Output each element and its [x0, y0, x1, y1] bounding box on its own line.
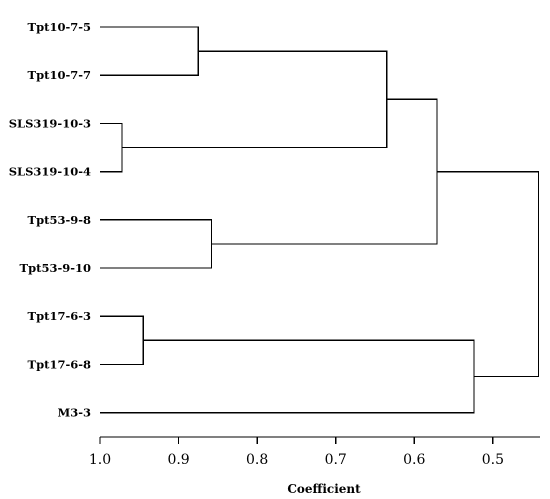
dendrogram-branch [100, 26, 199, 76]
x-tick-label: 1.0 [89, 452, 111, 468]
x-tick-label: 0.8 [246, 452, 268, 468]
x-axis: 1.0 0.9 0.8 0.7 0.6 0.5 [89, 436, 540, 468]
leaf-label: Tpt17-6-8 [28, 357, 91, 371]
leaf-label: Tpt10-7-5 [28, 20, 91, 34]
x-tick-label: 0.5 [482, 452, 504, 468]
leaf-label: Tpt17-6-3 [28, 309, 91, 323]
dendrogram-branch [100, 219, 213, 269]
leaf-label: Tpt53-9-8 [28, 213, 91, 227]
dendrogram-branch [100, 122, 123, 173]
leaf-label: Tpt10-7-7 [28, 68, 91, 82]
leaf-label: SLS319-10-4 [9, 165, 91, 179]
x-tick-label: 0.6 [403, 452, 425, 468]
x-tick-label: 0.9 [167, 452, 189, 468]
x-axis-title: Coefficient [287, 482, 361, 496]
dendrogram-branch [100, 339, 475, 414]
dendrogram-branch [211, 98, 438, 245]
dendrogram-branches [100, 26, 540, 414]
dendrogram-branch [437, 170, 540, 378]
x-tick-label: 0.7 [325, 452, 347, 468]
leaf-label: SLS319-10-3 [9, 116, 91, 130]
leaf-label: Tpt53-9-10 [20, 261, 91, 275]
dendrogram-branch [122, 50, 388, 149]
leaf-label: M3-3 [57, 406, 91, 420]
dendrogram-branch [100, 315, 144, 366]
leaf-labels: Tpt10-7-5 Tpt10-7-7 SLS319-10-3 SLS319-10-4… [9, 20, 91, 420]
